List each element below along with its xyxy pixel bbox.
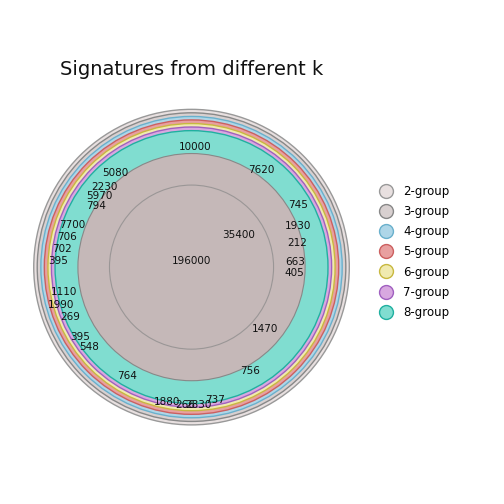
Text: 756: 756 xyxy=(239,366,260,376)
Text: 395: 395 xyxy=(70,332,90,342)
Circle shape xyxy=(44,120,339,414)
Text: 212: 212 xyxy=(287,238,307,247)
Text: 5080: 5080 xyxy=(103,168,129,178)
Text: 745: 745 xyxy=(289,200,308,210)
Text: 1110: 1110 xyxy=(51,287,77,297)
Circle shape xyxy=(37,113,346,421)
Text: 702: 702 xyxy=(52,244,73,255)
Circle shape xyxy=(109,185,274,349)
Text: 7700: 7700 xyxy=(59,220,86,230)
Text: 269: 269 xyxy=(60,312,80,322)
Text: 266: 266 xyxy=(175,400,195,410)
Text: 663: 663 xyxy=(286,257,305,267)
Text: 7620: 7620 xyxy=(248,165,274,175)
Circle shape xyxy=(51,127,332,407)
Circle shape xyxy=(55,131,328,404)
Circle shape xyxy=(41,116,342,418)
Text: 10000: 10000 xyxy=(178,142,211,152)
Text: 764: 764 xyxy=(117,371,137,382)
Text: 1990: 1990 xyxy=(48,300,75,309)
Circle shape xyxy=(78,154,305,381)
Text: 35400: 35400 xyxy=(222,230,256,240)
Text: 405: 405 xyxy=(284,269,304,278)
Text: 1930: 1930 xyxy=(285,221,311,231)
Text: 196000: 196000 xyxy=(172,256,211,266)
Text: 2830: 2830 xyxy=(185,400,211,410)
Text: 1470: 1470 xyxy=(252,324,279,334)
Title: Signatures from different k: Signatures from different k xyxy=(60,59,323,79)
Circle shape xyxy=(34,109,349,425)
Text: 395: 395 xyxy=(48,256,68,266)
Text: 1880: 1880 xyxy=(153,397,180,407)
Text: 706: 706 xyxy=(56,232,77,242)
Text: 794: 794 xyxy=(86,202,106,211)
Text: 548: 548 xyxy=(79,342,99,352)
Text: 2230: 2230 xyxy=(91,181,117,192)
Text: 737: 737 xyxy=(205,395,225,405)
Legend: 2-group, 3-group, 4-group, 5-group, 6-group, 7-group, 8-group: 2-group, 3-group, 4-group, 5-group, 6-gr… xyxy=(374,185,450,319)
Text: 5970: 5970 xyxy=(86,192,112,202)
Circle shape xyxy=(48,123,335,411)
